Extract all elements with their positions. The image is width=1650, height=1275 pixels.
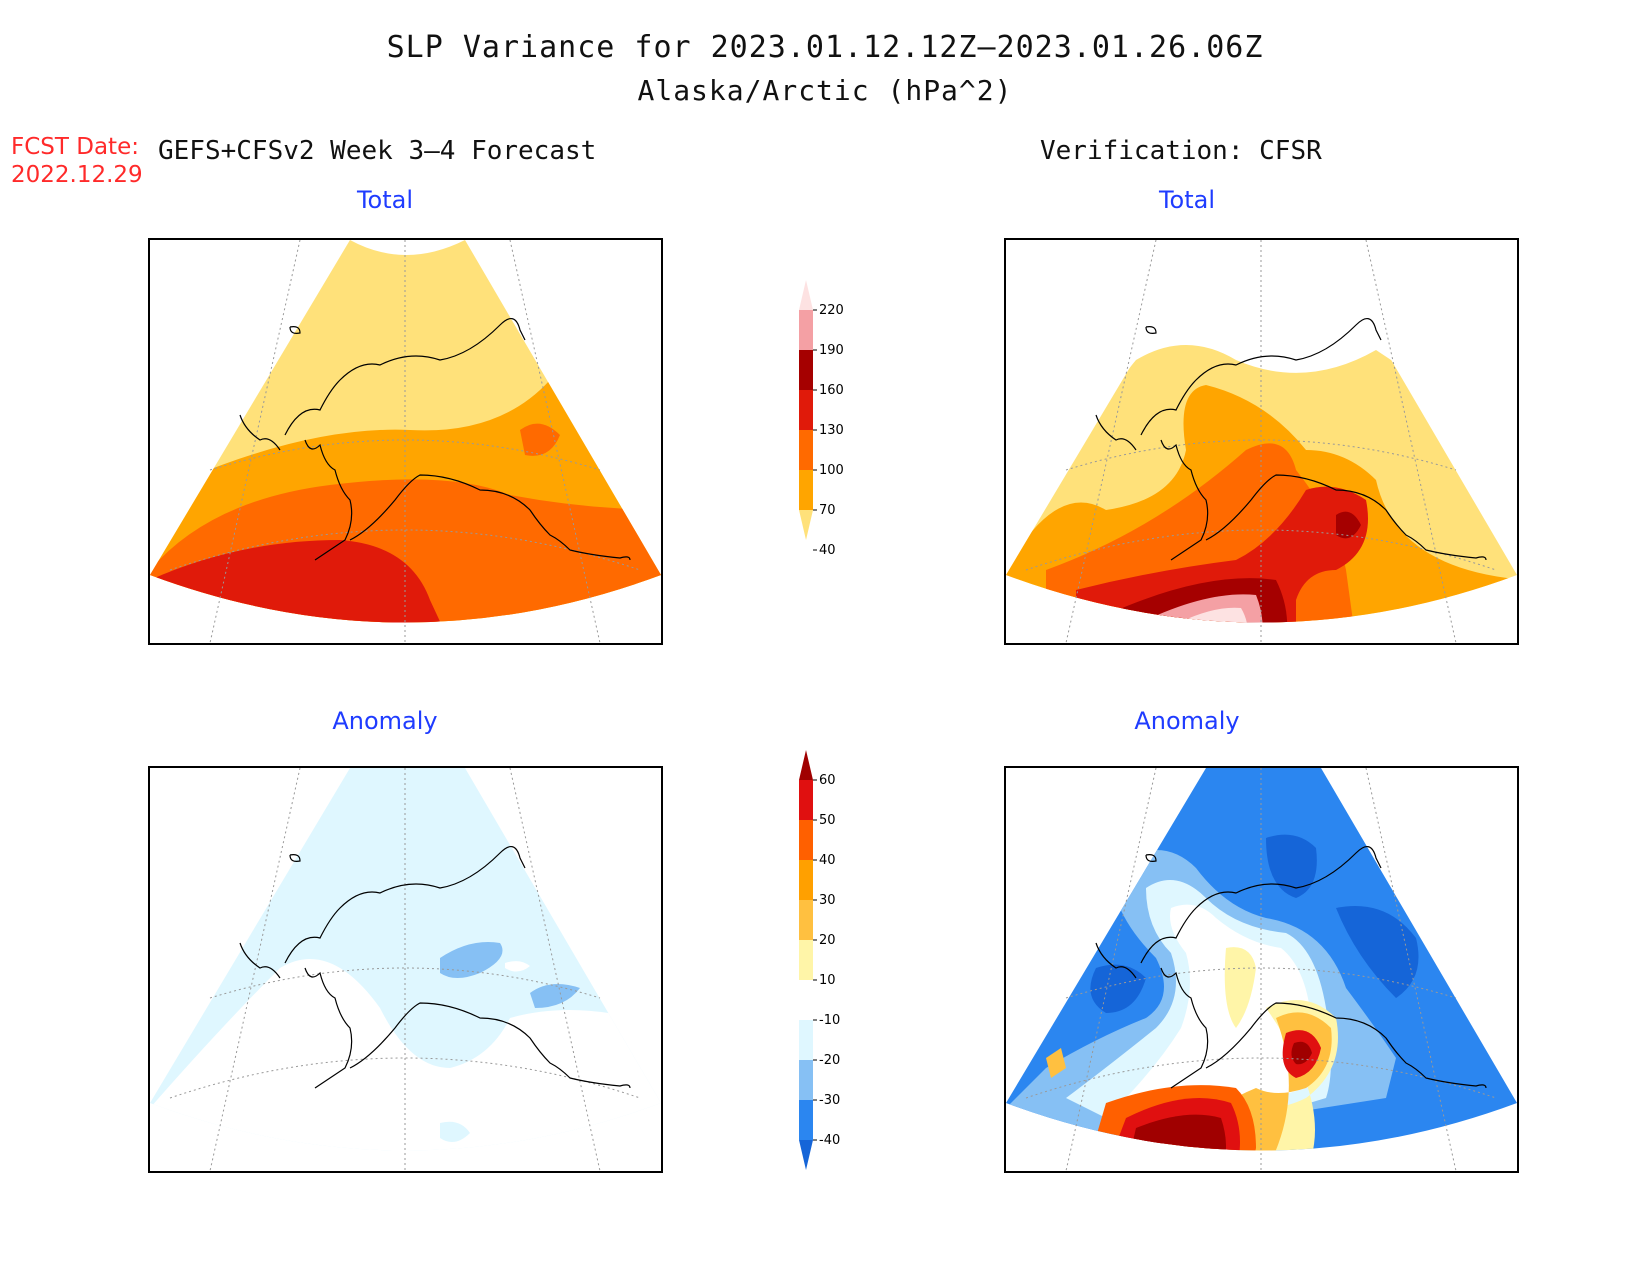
total-colorbar-tick-label: 40 [819,543,836,558]
anomaly-colorbar-tick-label: 50 [819,813,836,828]
total-colorbar-swatch [799,470,813,510]
anomaly-colorbar-tick-label: 10 [819,973,836,988]
verif-anomaly-label: Anomaly [1134,707,1240,735]
verification-column-title: Verification: CFSR [1040,136,1322,166]
total-colorbar-tick-label: 190 [819,343,844,358]
verif-anomaly-map [1004,766,1519,1173]
anomaly-colorbar-cap-top [799,750,813,780]
coastline [1095,846,1487,1089]
anomaly-colorbar-tick-label: 20 [819,933,836,948]
anomaly-colorbar-swatch [799,780,813,820]
anomaly-colorbar-swatch [799,860,813,900]
total-colorbar-swatch [799,310,813,350]
anomaly-colorbar-cap-bottom [799,1140,813,1170]
forecast-total-label: Total [356,186,414,214]
fcst-date-value: 2022.12.29 [11,162,143,188]
total-colorbar-swatch [799,350,813,390]
forecast-anomaly-label: Anomaly [332,707,438,735]
anomaly-colorbar-swatch [799,900,813,940]
anomaly-colorbar-tick-label: -10 [819,1013,840,1028]
anomaly-colorbar-swatch [799,820,813,860]
anomaly-colorbar-tick-label: -40 [819,1133,840,1148]
total-colorbar-swatch [799,390,813,430]
anomaly-colorbar: -40 -30 -20 -10 10 20 30 40 50 60 [795,750,865,1214]
total-colorbar-tick-label: 130 [819,423,844,438]
page-title: SLP Variance for 2023.01.12.12Z—2023.01.… [386,30,1264,65]
anomaly-colorbar-tick-label: -20 [819,1053,840,1068]
forecast-column-title: GEFS+CFSv2 Week 3—4 Forecast [158,136,597,166]
total-colorbar-tick-label: 220 [819,303,844,318]
anomaly-colorbar-tick-label: 60 [819,773,836,788]
anomaly-colorbar-tick-label: -30 [819,1093,840,1108]
anomaly-colorbar-tick-label: 30 [819,893,836,908]
total-colorbar-cap-bottom [799,510,813,540]
verif-total-map [1004,238,1519,645]
total-colorbar-cap-top [799,280,813,310]
forecast-anomaly-map [148,766,663,1173]
forecast-total-map [148,238,663,645]
coastline [239,318,631,561]
anomaly-colorbar-swatch [799,1100,813,1140]
verif-total-label: Total [1158,186,1216,214]
page-subtitle: Alaska/Arctic (hPa^2) [637,74,1013,107]
total-colorbar-swatch [799,430,813,470]
total-colorbar-tick-label: 160 [819,383,844,398]
anomaly-colorbar-swatch [799,980,813,1020]
anomaly-colorbar-swatch [799,1020,813,1060]
anomaly-colorbar-swatch [799,940,813,980]
total-colorbar: 40 70 100 130 160 190 220 [795,280,865,624]
coastline [1095,318,1487,561]
anomaly-colorbar-tick-label: 40 [819,853,836,868]
fcst-date-label: FCST Date: [11,134,139,160]
coastline [239,846,631,1089]
anomaly-colorbar-swatch [799,1060,813,1100]
total-colorbar-tick-label: 100 [819,463,844,478]
total-colorbar-tick-label: 70 [819,503,836,518]
